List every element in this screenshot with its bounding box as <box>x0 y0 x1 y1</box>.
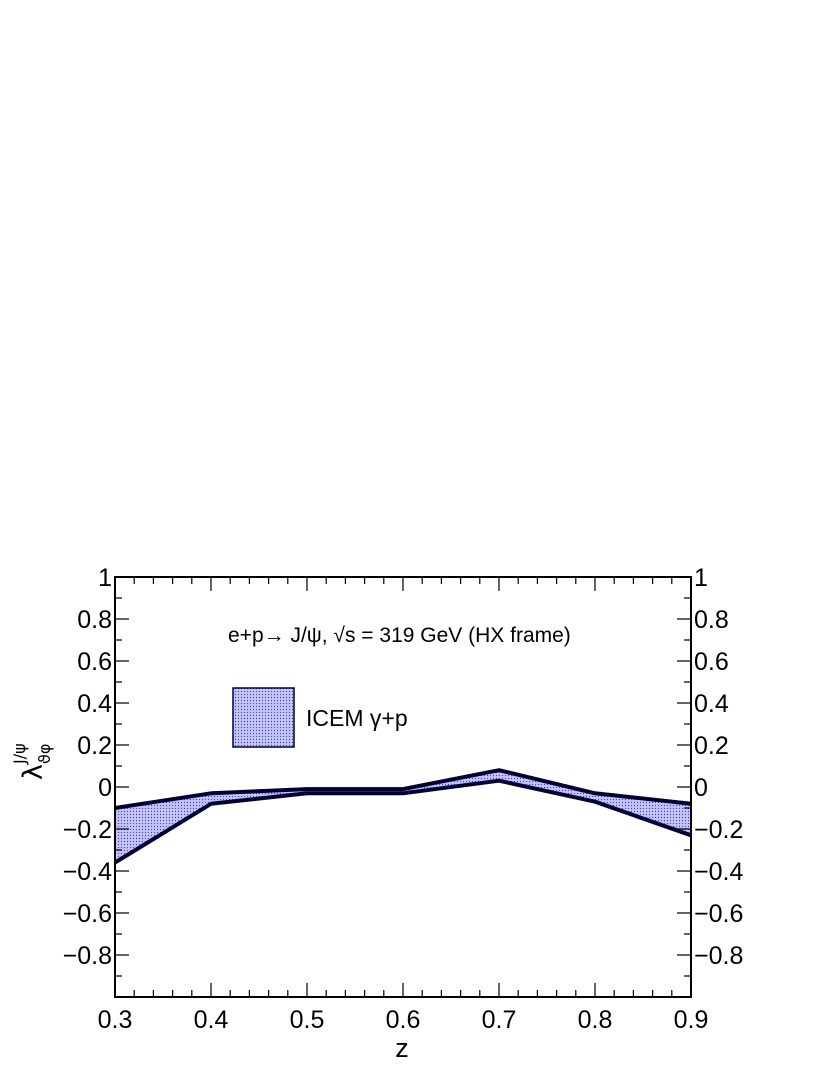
y-tick-label-left: 0.2 <box>77 732 112 760</box>
y-tick-label-left: 1 <box>98 564 112 592</box>
y-axis-title-subscript: ϑφ <box>35 744 54 764</box>
y-tick-label-right: 0.4 <box>694 690 729 718</box>
y-tick-label-left: −0.4 <box>63 858 112 886</box>
y-tick-label-right: −0.2 <box>694 816 743 844</box>
y-tick-label-right: 0.8 <box>694 606 729 634</box>
y-tick-label-right: 0.2 <box>694 732 729 760</box>
y-tick-label-left: 0.8 <box>77 606 112 634</box>
legend-swatch <box>232 687 295 748</box>
x-tick-label: 0.6 <box>386 1006 421 1034</box>
y-tick-label-left: −0.6 <box>63 900 112 928</box>
y-tick-label-left: 0.4 <box>77 690 112 718</box>
y-axis-title-base: λ <box>18 764 49 780</box>
x-tick-label: 0.5 <box>290 1006 325 1034</box>
x-tick-label: 0.7 <box>482 1006 517 1034</box>
x-tick-label: 0.4 <box>194 1006 229 1034</box>
x-tick-label: 0.9 <box>674 1006 709 1034</box>
band-fill <box>115 770 691 863</box>
y-tick-label-right: −0.6 <box>694 900 743 928</box>
y-tick-label-left: 0 <box>98 774 112 802</box>
x-tick-label: 0.8 <box>578 1006 613 1034</box>
y-axis-title: λ ϑφ J/ψ <box>10 743 54 780</box>
y-tick-label-left: −0.8 <box>63 942 112 970</box>
band-upper-line <box>114 768 692 810</box>
y-tick-label-left: −0.2 <box>63 816 112 844</box>
y-tick-label-right: 0 <box>694 774 708 802</box>
band-lower-line <box>113 778 692 865</box>
y-tick-label-right: −0.4 <box>694 858 743 886</box>
y-tick-label-right: 0.6 <box>694 648 729 676</box>
y-tick-label-right: 1 <box>694 564 708 592</box>
annotation: e+p→ J/ψ, √s = 319 GeV (HX frame) <box>228 624 571 647</box>
x-axis-title: z <box>395 1033 409 1063</box>
y-axis-title-superscript: J/ψ <box>10 743 29 765</box>
legend-label: ICEM γ+p <box>306 705 408 731</box>
x-tick-label: 0.3 <box>98 1006 133 1034</box>
y-tick-label-right: −0.8 <box>694 942 743 970</box>
y-tick-label-left: 0.6 <box>77 648 112 676</box>
